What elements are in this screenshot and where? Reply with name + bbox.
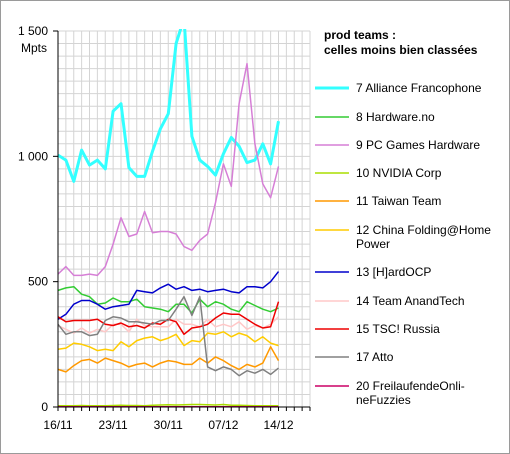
x-tick-label: 30/11 <box>154 418 183 432</box>
series-line-6 <box>58 331 279 352</box>
legend-label: 17 Atto <box>356 350 394 364</box>
series-line-8 <box>58 316 280 334</box>
y-tick-label: 0 <box>41 400 48 414</box>
legend: prod teams : celles moins bien classées … <box>315 28 491 407</box>
chart-subtitle: celles moins bien classées <box>324 43 478 57</box>
legend-label: 15 TSC! Russia <box>356 322 440 336</box>
series-line-5 <box>58 346 280 373</box>
x-tick-label: 16/11 <box>43 418 72 432</box>
axes: 0 500 1 000 1 500 16/11 23/11 30/11 07/12 14/12 <box>18 24 311 432</box>
x-tick-label: 14/12 <box>263 418 293 432</box>
series-line-2 <box>58 285 279 314</box>
y-tick-label: 1 000 <box>18 149 48 163</box>
legend-label: 12 China Folding@Home Power <box>356 223 491 251</box>
legend-label: 14 Team AnandTech <box>356 294 465 308</box>
series-line-3 <box>58 62 280 277</box>
series-line-1 <box>58 29 280 183</box>
y-tick-label: 500 <box>28 275 48 289</box>
legend-label: 8 Hardware.no <box>356 110 435 124</box>
legend-label: 10 NVIDIA Corp <box>356 166 442 180</box>
x-tick-label: 23/11 <box>99 418 128 432</box>
legend-label: 13 [H]ardOCP <box>356 265 431 279</box>
legend-label: 7 Alliance Francophone <box>356 81 482 95</box>
series-line-10 <box>58 295 279 377</box>
y-tick-label: 1 500 <box>18 24 48 38</box>
series-line-4 <box>58 403 279 407</box>
y-axis-label: Mpts <box>21 41 47 55</box>
series-line-7 <box>58 271 280 320</box>
legend-label: 9 PC Games Hardware <box>356 138 480 152</box>
grid <box>57 30 311 408</box>
legend-label: 11 Taiwan Team <box>356 194 441 208</box>
legend-label: 20 FreilaufendeOnli-neFuzzies <box>356 379 465 407</box>
x-tick-label: 07/12 <box>208 418 238 432</box>
chart-title: prod teams : <box>324 28 396 42</box>
